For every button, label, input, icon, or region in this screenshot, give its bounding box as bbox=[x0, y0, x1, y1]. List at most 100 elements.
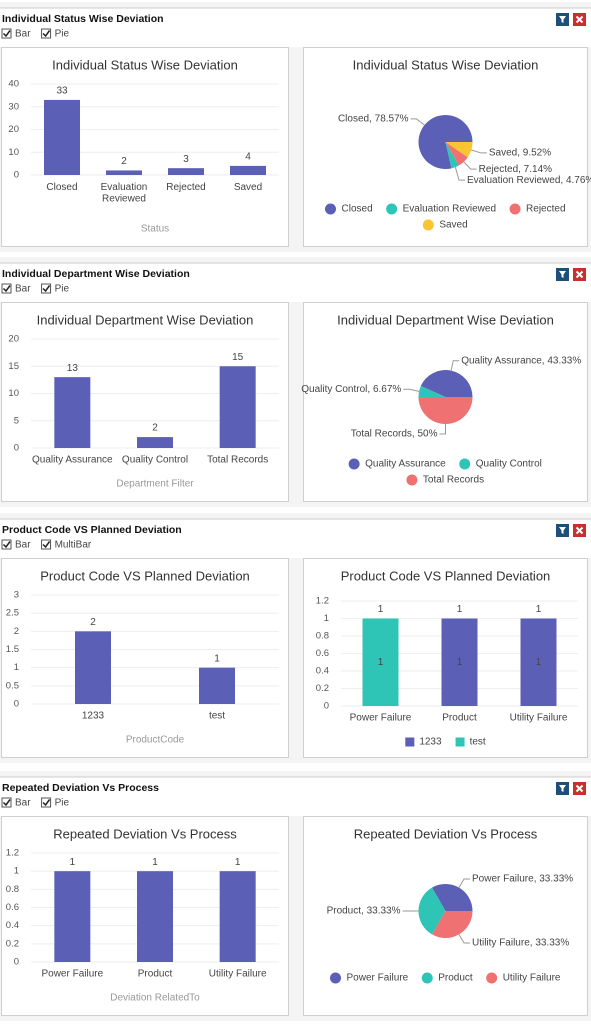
slice-label: Evaluation Reviewed, 4.76% bbox=[467, 175, 591, 186]
checkbox-label: Bar bbox=[15, 540, 31, 551]
checkbox-box bbox=[1, 539, 12, 550]
leader-line bbox=[463, 161, 477, 170]
close-button[interactable] bbox=[573, 782, 586, 795]
chart-panel: Product Code VS Planned Deviation 0 0.5 1 1.… bbox=[1, 558, 289, 758]
checkbox[interactable]: Pie bbox=[41, 283, 70, 295]
y-tick-label: 0.8 bbox=[316, 631, 329, 642]
filter-button[interactable] bbox=[556, 13, 569, 26]
filter-button[interactable] bbox=[556, 524, 569, 537]
bar bbox=[219, 871, 256, 962]
x-axis-title: ProductCode bbox=[126, 735, 185, 746]
chart-panel: Repeated Deviation Vs Process 0 0.2 0.4 0.6 0… bbox=[1, 816, 289, 1016]
filter-button[interactable] bbox=[556, 782, 569, 795]
checkbox-label: Pie bbox=[55, 29, 70, 40]
pie-slice bbox=[418, 386, 446, 397]
legend-label: Quality Control bbox=[476, 459, 542, 470]
checkbox[interactable]: Bar bbox=[1, 797, 31, 809]
legend-swatch bbox=[406, 474, 418, 486]
filter-button[interactable] bbox=[556, 268, 569, 281]
close-button[interactable] bbox=[573, 524, 586, 537]
x-tick-label: Rejected bbox=[166, 182, 205, 193]
legend-label: Quality Assurance bbox=[365, 459, 446, 470]
chart-title: Individual Department Wise Deviation bbox=[337, 312, 554, 327]
pie-slice bbox=[418, 887, 446, 935]
bar bbox=[54, 377, 91, 448]
checkbox-label: Pie bbox=[55, 798, 70, 809]
checkbox[interactable]: Bar bbox=[1, 28, 31, 40]
y-tick-label: 0.2 bbox=[316, 683, 329, 694]
y-tick-label: 0 bbox=[14, 170, 19, 181]
data-label: 1 bbox=[378, 604, 384, 615]
checkbox[interactable]: Pie bbox=[41, 797, 70, 809]
checkbox-check bbox=[2, 30, 11, 38]
close-button[interactable] bbox=[573, 268, 586, 281]
section-title: Individual Status Wise Deviation bbox=[2, 13, 164, 25]
chart-title: Repeated Deviation Vs Process bbox=[53, 826, 237, 841]
checkbox-label: Bar bbox=[15, 284, 31, 295]
legend-label: Rejected bbox=[526, 204, 565, 215]
leader-line bbox=[450, 360, 460, 371]
chart-title: Individual Status Wise Deviation bbox=[353, 57, 539, 72]
section-header bbox=[0, 263, 591, 302]
y-tick-label: 20 bbox=[8, 124, 19, 135]
checkbox-box bbox=[41, 539, 52, 550]
checkbox[interactable]: Pie bbox=[41, 28, 70, 40]
filter-glyph bbox=[559, 16, 566, 23]
x-axis-title: Department Filter bbox=[116, 479, 194, 490]
legend-item: 1233 bbox=[405, 737, 442, 748]
legend-item: Closed bbox=[325, 203, 373, 215]
section-header bbox=[0, 777, 591, 816]
data-label: 33 bbox=[56, 86, 68, 97]
chart-title: Individual Status Wise Deviation bbox=[52, 57, 238, 72]
y-tick-label: 10 bbox=[8, 388, 19, 399]
close-button[interactable] bbox=[573, 13, 586, 26]
panel-frame bbox=[1, 558, 289, 758]
data-label: 1 bbox=[536, 604, 542, 615]
x-tick-label: Product bbox=[138, 969, 173, 980]
bar-segment bbox=[362, 618, 399, 706]
y-tick-label: 0.4 bbox=[316, 666, 329, 677]
legend-label: Closed bbox=[342, 204, 373, 215]
checkbox[interactable]: Bar bbox=[1, 539, 31, 551]
leader-line bbox=[458, 934, 470, 944]
y-tick-label: 1 bbox=[14, 866, 19, 877]
slice-label: Quality Assurance, 43.33% bbox=[461, 355, 581, 366]
chart-title: Individual Department Wise Deviation bbox=[37, 312, 254, 327]
y-tick-label: 1.5 bbox=[6, 644, 19, 655]
checkbox-check bbox=[2, 541, 11, 549]
legend-swatch bbox=[459, 458, 471, 470]
legend-item: Quality Control bbox=[459, 458, 542, 470]
chart-panel: Individual Department Wise Deviation 0 5 10… bbox=[1, 302, 289, 502]
checkbox[interactable]: MultiBar bbox=[41, 539, 92, 551]
data-label: 15 bbox=[232, 352, 244, 363]
checkbox[interactable]: Bar bbox=[1, 283, 31, 295]
legend-label: Saved bbox=[439, 220, 467, 231]
x-tick-label: Saved bbox=[234, 182, 262, 193]
x-tick-label: Utility Failure bbox=[510, 713, 568, 724]
y-tick-label: 15 bbox=[8, 361, 19, 372]
legend-swatch bbox=[348, 458, 360, 470]
x-tick-label: Evaluation Reviewed bbox=[101, 182, 148, 205]
checkbox-check bbox=[42, 30, 51, 38]
legend-swatch bbox=[509, 203, 521, 215]
y-tick-label: 0.4 bbox=[6, 920, 19, 931]
checkbox-check bbox=[42, 799, 51, 807]
leader-line bbox=[471, 149, 487, 154]
y-tick-label: 0.6 bbox=[6, 902, 19, 913]
legend-label: 1233 bbox=[419, 737, 442, 748]
y-tick-label: 1.2 bbox=[6, 848, 19, 859]
legend-item: Rejected bbox=[509, 203, 566, 215]
leader-line bbox=[439, 424, 446, 435]
bar bbox=[137, 871, 173, 962]
x-tick-label: Quality Control bbox=[122, 455, 188, 466]
y-tick-label: 0.6 bbox=[316, 648, 329, 659]
legend-item: Power Failure bbox=[330, 972, 409, 984]
bar-segment bbox=[520, 618, 557, 706]
data-label: 2 bbox=[121, 156, 127, 167]
checkbox-label: Bar bbox=[15, 29, 31, 40]
chart-panel: Repeated Deviation Vs Process Power Failu… bbox=[303, 816, 588, 1016]
y-tick-label: 0 bbox=[14, 443, 19, 454]
bar bbox=[230, 165, 266, 175]
checkbox-check bbox=[2, 285, 11, 293]
